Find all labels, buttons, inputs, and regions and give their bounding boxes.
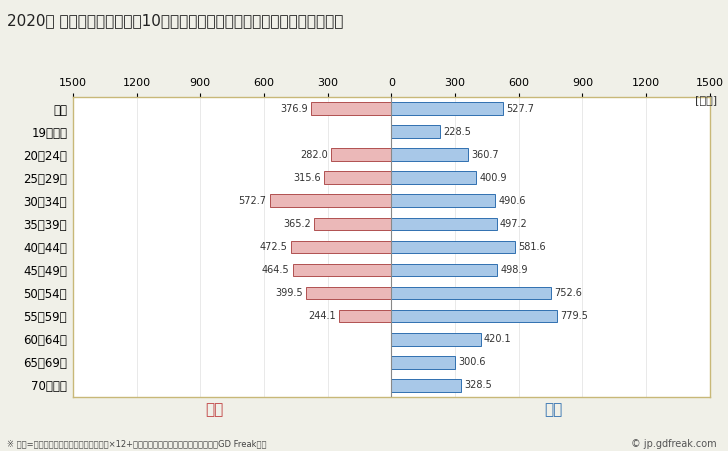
Text: 360.7: 360.7 <box>471 150 499 160</box>
Bar <box>392 125 440 138</box>
Text: 752.6: 752.6 <box>554 288 582 298</box>
Text: 376.9: 376.9 <box>280 103 308 114</box>
Bar <box>331 148 392 161</box>
Bar <box>291 240 392 253</box>
Bar <box>392 240 515 253</box>
Text: 581.6: 581.6 <box>518 242 545 252</box>
Text: 328.5: 328.5 <box>464 380 492 391</box>
Bar <box>392 171 476 184</box>
Text: © jp.gdfreak.com: © jp.gdfreak.com <box>631 439 717 449</box>
Text: 244.1: 244.1 <box>309 311 336 321</box>
Bar <box>392 287 551 299</box>
Text: 497.2: 497.2 <box>500 219 528 229</box>
Text: [万円]: [万円] <box>695 95 717 105</box>
Text: 472.5: 472.5 <box>260 242 288 252</box>
Text: 228.5: 228.5 <box>443 127 471 137</box>
Text: 400.9: 400.9 <box>480 173 507 183</box>
Bar <box>339 310 392 322</box>
Bar <box>392 102 503 115</box>
Bar <box>324 171 392 184</box>
Text: 2020年 民間企業（従業者扐10人以上）フルタイム労働者の男女別平均年収: 2020年 民間企業（従業者扐10人以上）フルタイム労働者の男女別平均年収 <box>7 14 344 28</box>
Text: 527.7: 527.7 <box>507 103 534 114</box>
Bar <box>312 102 392 115</box>
Text: 282.0: 282.0 <box>301 150 328 160</box>
Bar <box>306 287 392 299</box>
Text: 490.6: 490.6 <box>499 196 526 206</box>
Bar <box>314 217 392 230</box>
Text: 女性: 女性 <box>205 402 224 417</box>
Text: 399.5: 399.5 <box>276 288 304 298</box>
Bar <box>392 148 468 161</box>
Text: ※ 年収=「きまって支給する現金給与額」×12+「年間賃与その他特別給与額」としてGD Freak推計: ※ 年収=「きまって支給する現金給与額」×12+「年間賃与その他特別給与額」とし… <box>7 440 266 449</box>
Text: 572.7: 572.7 <box>239 196 266 206</box>
Text: 300.6: 300.6 <box>459 357 486 367</box>
Text: 315.6: 315.6 <box>293 173 321 183</box>
Text: 365.2: 365.2 <box>282 219 311 229</box>
Text: 498.9: 498.9 <box>500 265 528 275</box>
Bar <box>392 217 497 230</box>
Text: 420.1: 420.1 <box>483 334 511 344</box>
Bar <box>269 194 392 207</box>
Text: 779.5: 779.5 <box>560 311 588 321</box>
Text: 464.5: 464.5 <box>262 265 290 275</box>
Bar <box>392 379 461 391</box>
Bar <box>293 264 392 276</box>
Bar <box>392 194 496 207</box>
Bar <box>392 264 497 276</box>
Bar <box>392 356 455 368</box>
Bar <box>392 310 557 322</box>
Text: 男性: 男性 <box>544 402 563 417</box>
Bar <box>392 333 480 345</box>
